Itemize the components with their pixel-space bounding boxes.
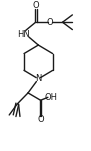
Text: N: N	[35, 74, 41, 83]
Text: O: O	[37, 115, 44, 124]
Text: O: O	[32, 1, 39, 10]
Text: OH: OH	[45, 93, 58, 102]
Text: HN: HN	[17, 29, 29, 39]
Text: O: O	[46, 18, 53, 27]
